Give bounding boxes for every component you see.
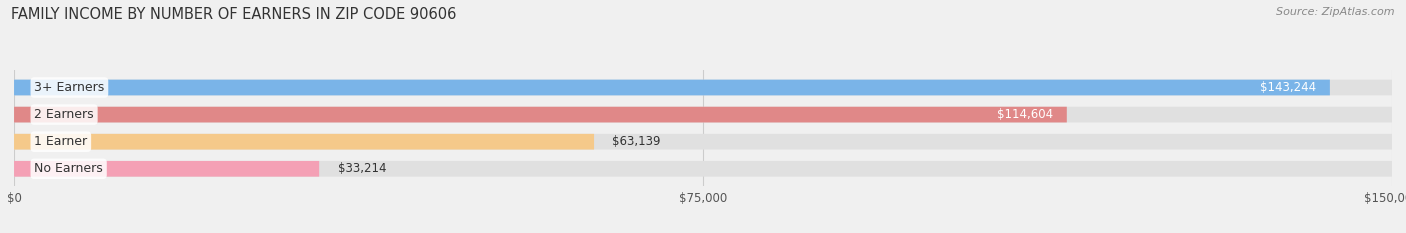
Text: FAMILY INCOME BY NUMBER OF EARNERS IN ZIP CODE 90606: FAMILY INCOME BY NUMBER OF EARNERS IN ZI… xyxy=(11,7,457,22)
Text: 3+ Earners: 3+ Earners xyxy=(34,81,104,94)
Text: $143,244: $143,244 xyxy=(1260,81,1316,94)
FancyBboxPatch shape xyxy=(14,134,1392,150)
Text: 2 Earners: 2 Earners xyxy=(34,108,94,121)
FancyBboxPatch shape xyxy=(14,134,595,150)
Text: $114,604: $114,604 xyxy=(997,108,1053,121)
Text: 1 Earner: 1 Earner xyxy=(34,135,87,148)
FancyBboxPatch shape xyxy=(14,161,319,177)
Text: $33,214: $33,214 xyxy=(337,162,387,175)
FancyBboxPatch shape xyxy=(14,107,1392,123)
Text: No Earners: No Earners xyxy=(34,162,103,175)
Text: Source: ZipAtlas.com: Source: ZipAtlas.com xyxy=(1277,7,1395,17)
FancyBboxPatch shape xyxy=(14,80,1330,95)
FancyBboxPatch shape xyxy=(14,161,1392,177)
FancyBboxPatch shape xyxy=(14,107,1067,123)
Text: $63,139: $63,139 xyxy=(613,135,661,148)
FancyBboxPatch shape xyxy=(14,80,1392,95)
